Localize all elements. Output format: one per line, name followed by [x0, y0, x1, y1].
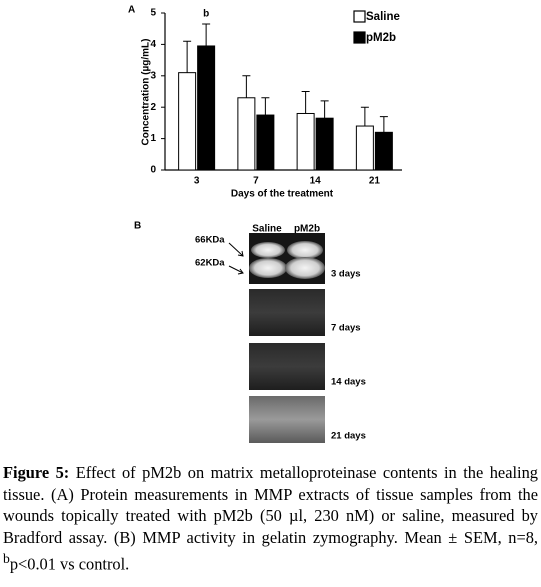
caption-sup: b — [3, 551, 10, 566]
bar — [374, 131, 393, 171]
y-tick-label: 4 — [150, 39, 156, 50]
figure: A Days of the treatment Concentration (µ… — [128, 5, 402, 443]
bar — [178, 72, 197, 171]
error-bar — [242, 75, 251, 98]
legend-label: Saline — [366, 11, 400, 23]
panel-label: A — [128, 5, 135, 16]
legend-swatch — [353, 31, 366, 44]
caption: Figure 5: Effect of pM2b on matrix metal… — [3, 462, 538, 575]
gel-label: 14 days — [331, 377, 366, 388]
lane-label: pM2b — [294, 224, 320, 235]
caption-label: Figure 5: — [3, 463, 70, 482]
x-tick-label: 14 — [310, 176, 322, 187]
gel-3-days — [249, 233, 325, 284]
y-tick-label: 5 — [150, 8, 156, 19]
error-bar — [360, 106, 369, 127]
panel-label: B — [134, 221, 141, 232]
x-tick-label: 7 — [253, 176, 259, 187]
bar — [355, 125, 374, 171]
bar — [237, 97, 256, 171]
lane-label: Saline — [252, 224, 282, 235]
error-bar — [261, 97, 270, 116]
gel-14-days — [249, 343, 325, 390]
bar — [197, 45, 216, 171]
x-axis-title: Days of the treatment — [231, 189, 334, 200]
annotation: b — [203, 9, 209, 20]
y-tick-label: 0 — [150, 165, 156, 176]
bar — [315, 117, 334, 171]
marker-label: 62KDa — [195, 258, 225, 269]
bar — [256, 114, 275, 171]
marker-label: 66KDa — [195, 235, 225, 246]
error-bar — [301, 91, 310, 114]
y-axis-title: Concentration (µg/mL) — [141, 39, 152, 146]
y-tick-label: 2 — [150, 102, 156, 113]
y-tick-label: 1 — [150, 133, 156, 144]
gel-21-days — [249, 396, 325, 443]
error-bar — [320, 100, 329, 119]
x-tick-label: 3 — [194, 176, 200, 187]
legend-label: pM2b — [366, 32, 396, 44]
caption-text: p<0.01 vs control. — [9, 554, 130, 574]
error-bar — [183, 40, 192, 73]
error-bar — [379, 116, 388, 133]
error-bar — [202, 23, 211, 46]
gel-label: 7 days — [331, 323, 361, 334]
gel-label: 21 days — [331, 431, 366, 442]
legend-swatch — [353, 10, 366, 23]
gel-label: 3 days — [331, 269, 361, 280]
bar — [296, 112, 315, 171]
y-tick-label: 3 — [150, 70, 156, 81]
arrows — [228, 242, 244, 275]
x-tick-label: 21 — [369, 176, 381, 187]
caption-text: Effect of pM2b on matrix metalloproteina… — [3, 463, 538, 547]
gel-7-days — [249, 289, 325, 336]
